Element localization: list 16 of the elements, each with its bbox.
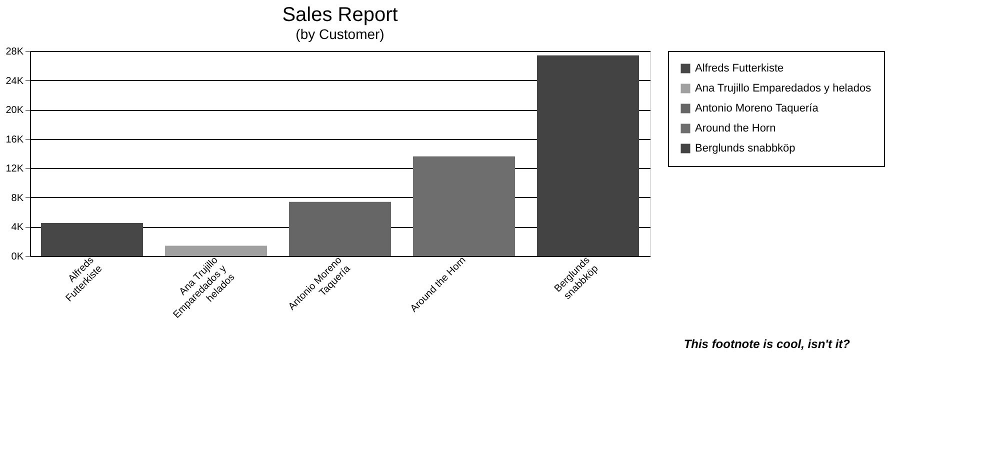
legend-label: Around the Horn bbox=[695, 122, 776, 134]
y-tick-label: 24K bbox=[6, 76, 24, 87]
y-tick-label: 8K bbox=[11, 192, 24, 204]
y-tick-label: 0K bbox=[11, 252, 24, 262]
y-tick-label: 28K bbox=[6, 46, 24, 58]
legend-label: Berglunds snabbköp bbox=[695, 142, 796, 154]
y-tick-label: 4K bbox=[11, 222, 24, 234]
y-tick-label: 20K bbox=[6, 105, 24, 116]
legend-label: Antonio Moreno Taquería bbox=[695, 102, 820, 114]
legend-label: Alfreds Futterkiste bbox=[695, 62, 784, 74]
text: This footnote is cool, isn't it? bbox=[684, 337, 851, 351]
y-tick-label: 12K bbox=[6, 164, 24, 175]
legend-label: Ana Trujillo Emparedados y helados bbox=[695, 82, 872, 94]
y-tick-label: 16K bbox=[6, 134, 24, 146]
chart-title: Sales Report bbox=[282, 4, 398, 26]
chart-subtitle: (by Customer) bbox=[296, 26, 384, 42]
